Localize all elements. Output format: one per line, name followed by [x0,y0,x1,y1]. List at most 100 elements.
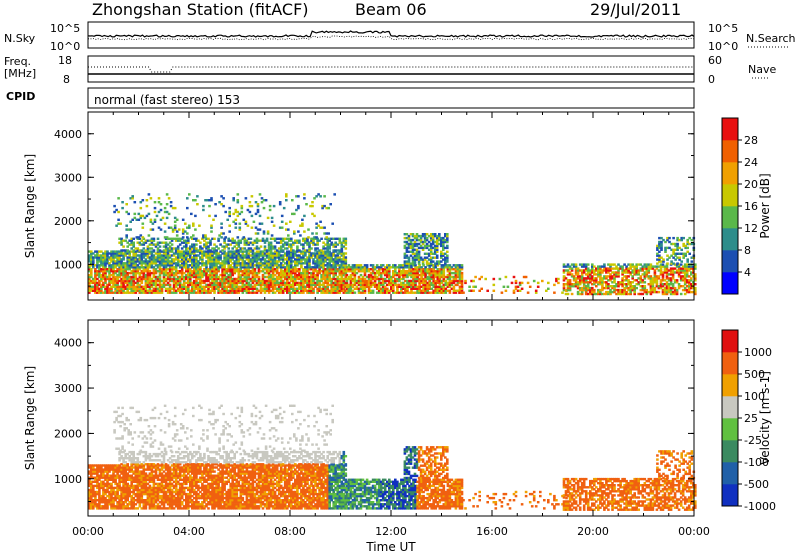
data-cell [116,268,119,271]
data-cell [116,291,119,294]
data-cell [306,291,309,294]
data-cell [164,243,168,246]
data-cell [607,290,610,294]
data-cell [120,260,123,263]
data-cell [597,269,600,272]
data-cell [128,258,131,261]
data-cell [605,285,608,288]
data-cell [683,283,687,286]
data-cell [656,254,659,257]
data-cell [576,281,580,284]
data-cell [191,291,194,294]
data-cell [440,252,443,255]
data-cell [566,265,570,268]
data-cell [347,275,351,279]
data-cell [438,268,442,271]
data-cell [660,248,663,251]
data-cell [383,271,387,275]
data-cell [180,268,184,271]
data-cell [625,269,628,272]
data-cell [403,256,407,259]
data-cell [271,260,275,263]
data-cell [629,281,632,284]
data-cell [340,264,344,267]
data-cell [130,260,133,263]
data-cell [435,260,439,263]
data-cell [314,285,317,288]
data-cell [621,271,624,274]
data-cell [162,254,166,257]
data-cell [223,279,226,283]
data-cell [288,252,291,255]
data-cell [434,289,437,292]
data-cell [120,241,123,244]
data-cell [217,239,220,242]
data-cell [320,256,323,259]
data-cell [369,291,373,294]
data-cell [392,270,395,273]
data-cell [334,287,337,290]
data-cell [164,270,168,273]
data-cell [235,291,239,294]
data-cell [251,256,255,259]
data-cell [623,292,626,296]
data-cell [417,246,421,250]
data-cell [603,277,606,280]
data-cell [211,262,214,265]
data-cell [292,260,295,263]
data-cell [394,273,397,277]
data-cell [142,270,146,273]
data-cell [403,254,407,257]
data-cell [605,286,608,290]
data-cell [136,287,140,290]
data-cell [96,258,99,261]
data-cell [336,277,340,281]
data-cell [112,279,115,283]
data-cell [88,492,91,496]
data-cell [345,283,349,287]
data-cell [215,279,218,283]
data-cell [113,210,116,214]
data-cell [433,240,437,244]
data-cell [396,287,399,290]
data-cell [164,279,168,283]
data-cell [171,206,175,210]
data-cell [90,254,93,257]
data-cell [296,245,299,248]
data-cell [421,262,425,265]
data-cell [269,247,273,250]
data-cell [146,277,150,281]
data-cell [373,273,377,277]
data-cell [438,289,442,292]
data-cell [166,289,170,292]
data-cell [377,268,381,271]
data-cell [332,260,335,263]
data-cell [436,279,440,283]
data-cell [233,264,236,267]
data-cell [584,279,588,282]
data-cell [336,291,340,294]
data-cell [90,488,93,492]
data-cell [229,289,232,292]
data-cell [334,291,337,294]
data-cell [189,291,192,294]
data-cell [625,292,628,296]
data-cell [405,233,409,236]
data-cell [122,268,125,271]
data-cell [255,250,259,253]
data-cell [267,291,271,294]
data-cell [267,245,271,248]
data-cell [235,258,239,261]
data-cell [219,266,222,269]
data-cell [609,263,612,266]
data-cell [223,266,226,269]
data-cell [209,254,212,257]
data-cell [94,271,97,275]
data-cell [207,279,210,283]
data-cell [428,266,431,269]
data-cell [351,283,355,287]
data-cell [112,270,115,273]
data-cell [90,281,93,285]
data-cell [239,277,243,281]
data-cell [243,247,247,250]
